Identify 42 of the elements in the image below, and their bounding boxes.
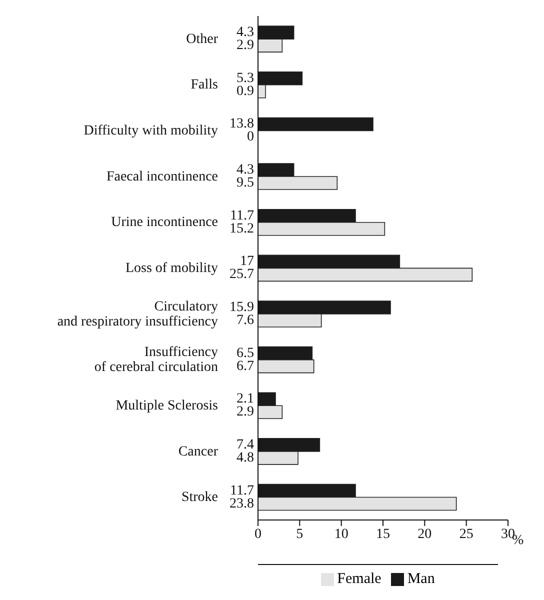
y-tick-label: Insufficiency of cerebral circulation (94, 344, 218, 375)
y-tick-label: Other (186, 31, 218, 46)
data-label: 0.9 (236, 84, 254, 99)
y-tick-label: Cancer (178, 444, 218, 459)
data-label: 2.9 (236, 38, 254, 54)
data-label: 6.5 (236, 346, 254, 361)
x-tick-label: 15 (376, 526, 390, 542)
y-tick-label: Difficulty with mobility (84, 123, 218, 138)
data-label: 2.1 (236, 392, 254, 407)
data-label: 23.8 (230, 496, 254, 512)
y-tick-label: Stroke (181, 490, 218, 505)
data-label: 2.9 (236, 404, 254, 420)
data-label: 25.7 (230, 267, 254, 282)
y-tick-label: Multiple Sclerosis (116, 398, 218, 413)
x-tick-label: 25 (459, 526, 474, 542)
data-label: 9.5 (236, 176, 254, 191)
data-label: 15.2 (230, 221, 254, 236)
data-label: 11.7 (230, 483, 254, 498)
x-tick-label: 20 (418, 526, 432, 542)
y-tick-label: Falls (190, 77, 218, 92)
data-label: 6.7 (236, 358, 254, 374)
data-label: 4.3 (236, 162, 254, 178)
data-label: 0 (247, 130, 254, 145)
data-label: 4.3 (236, 25, 254, 40)
x-tick-label: 5 (296, 526, 304, 542)
data-label: 13.8 (230, 116, 254, 132)
y-tick-label: Circulatory and respiratory insufficiency (57, 298, 218, 329)
x-tick-label: 0 (254, 526, 262, 542)
data-label: 17 (240, 254, 254, 270)
y-tick-label: Loss of mobility (125, 260, 218, 276)
data-label: 15.9 (230, 300, 254, 315)
x-tick-label: 10 (334, 526, 348, 542)
legend-label: Female (336, 571, 382, 588)
data-label: 7.4 (236, 437, 254, 452)
x-axis-title: % (512, 533, 524, 548)
y-tick-label: Urine incontinence (111, 214, 218, 230)
data-label: 11.7 (230, 208, 254, 224)
data-label: 5.3 (236, 70, 254, 86)
data-label: 4.8 (236, 450, 254, 466)
legend-label: Man (406, 571, 435, 588)
y-tick-label: Faecal incontinence (106, 168, 218, 184)
data-label: 7.6 (236, 312, 254, 328)
